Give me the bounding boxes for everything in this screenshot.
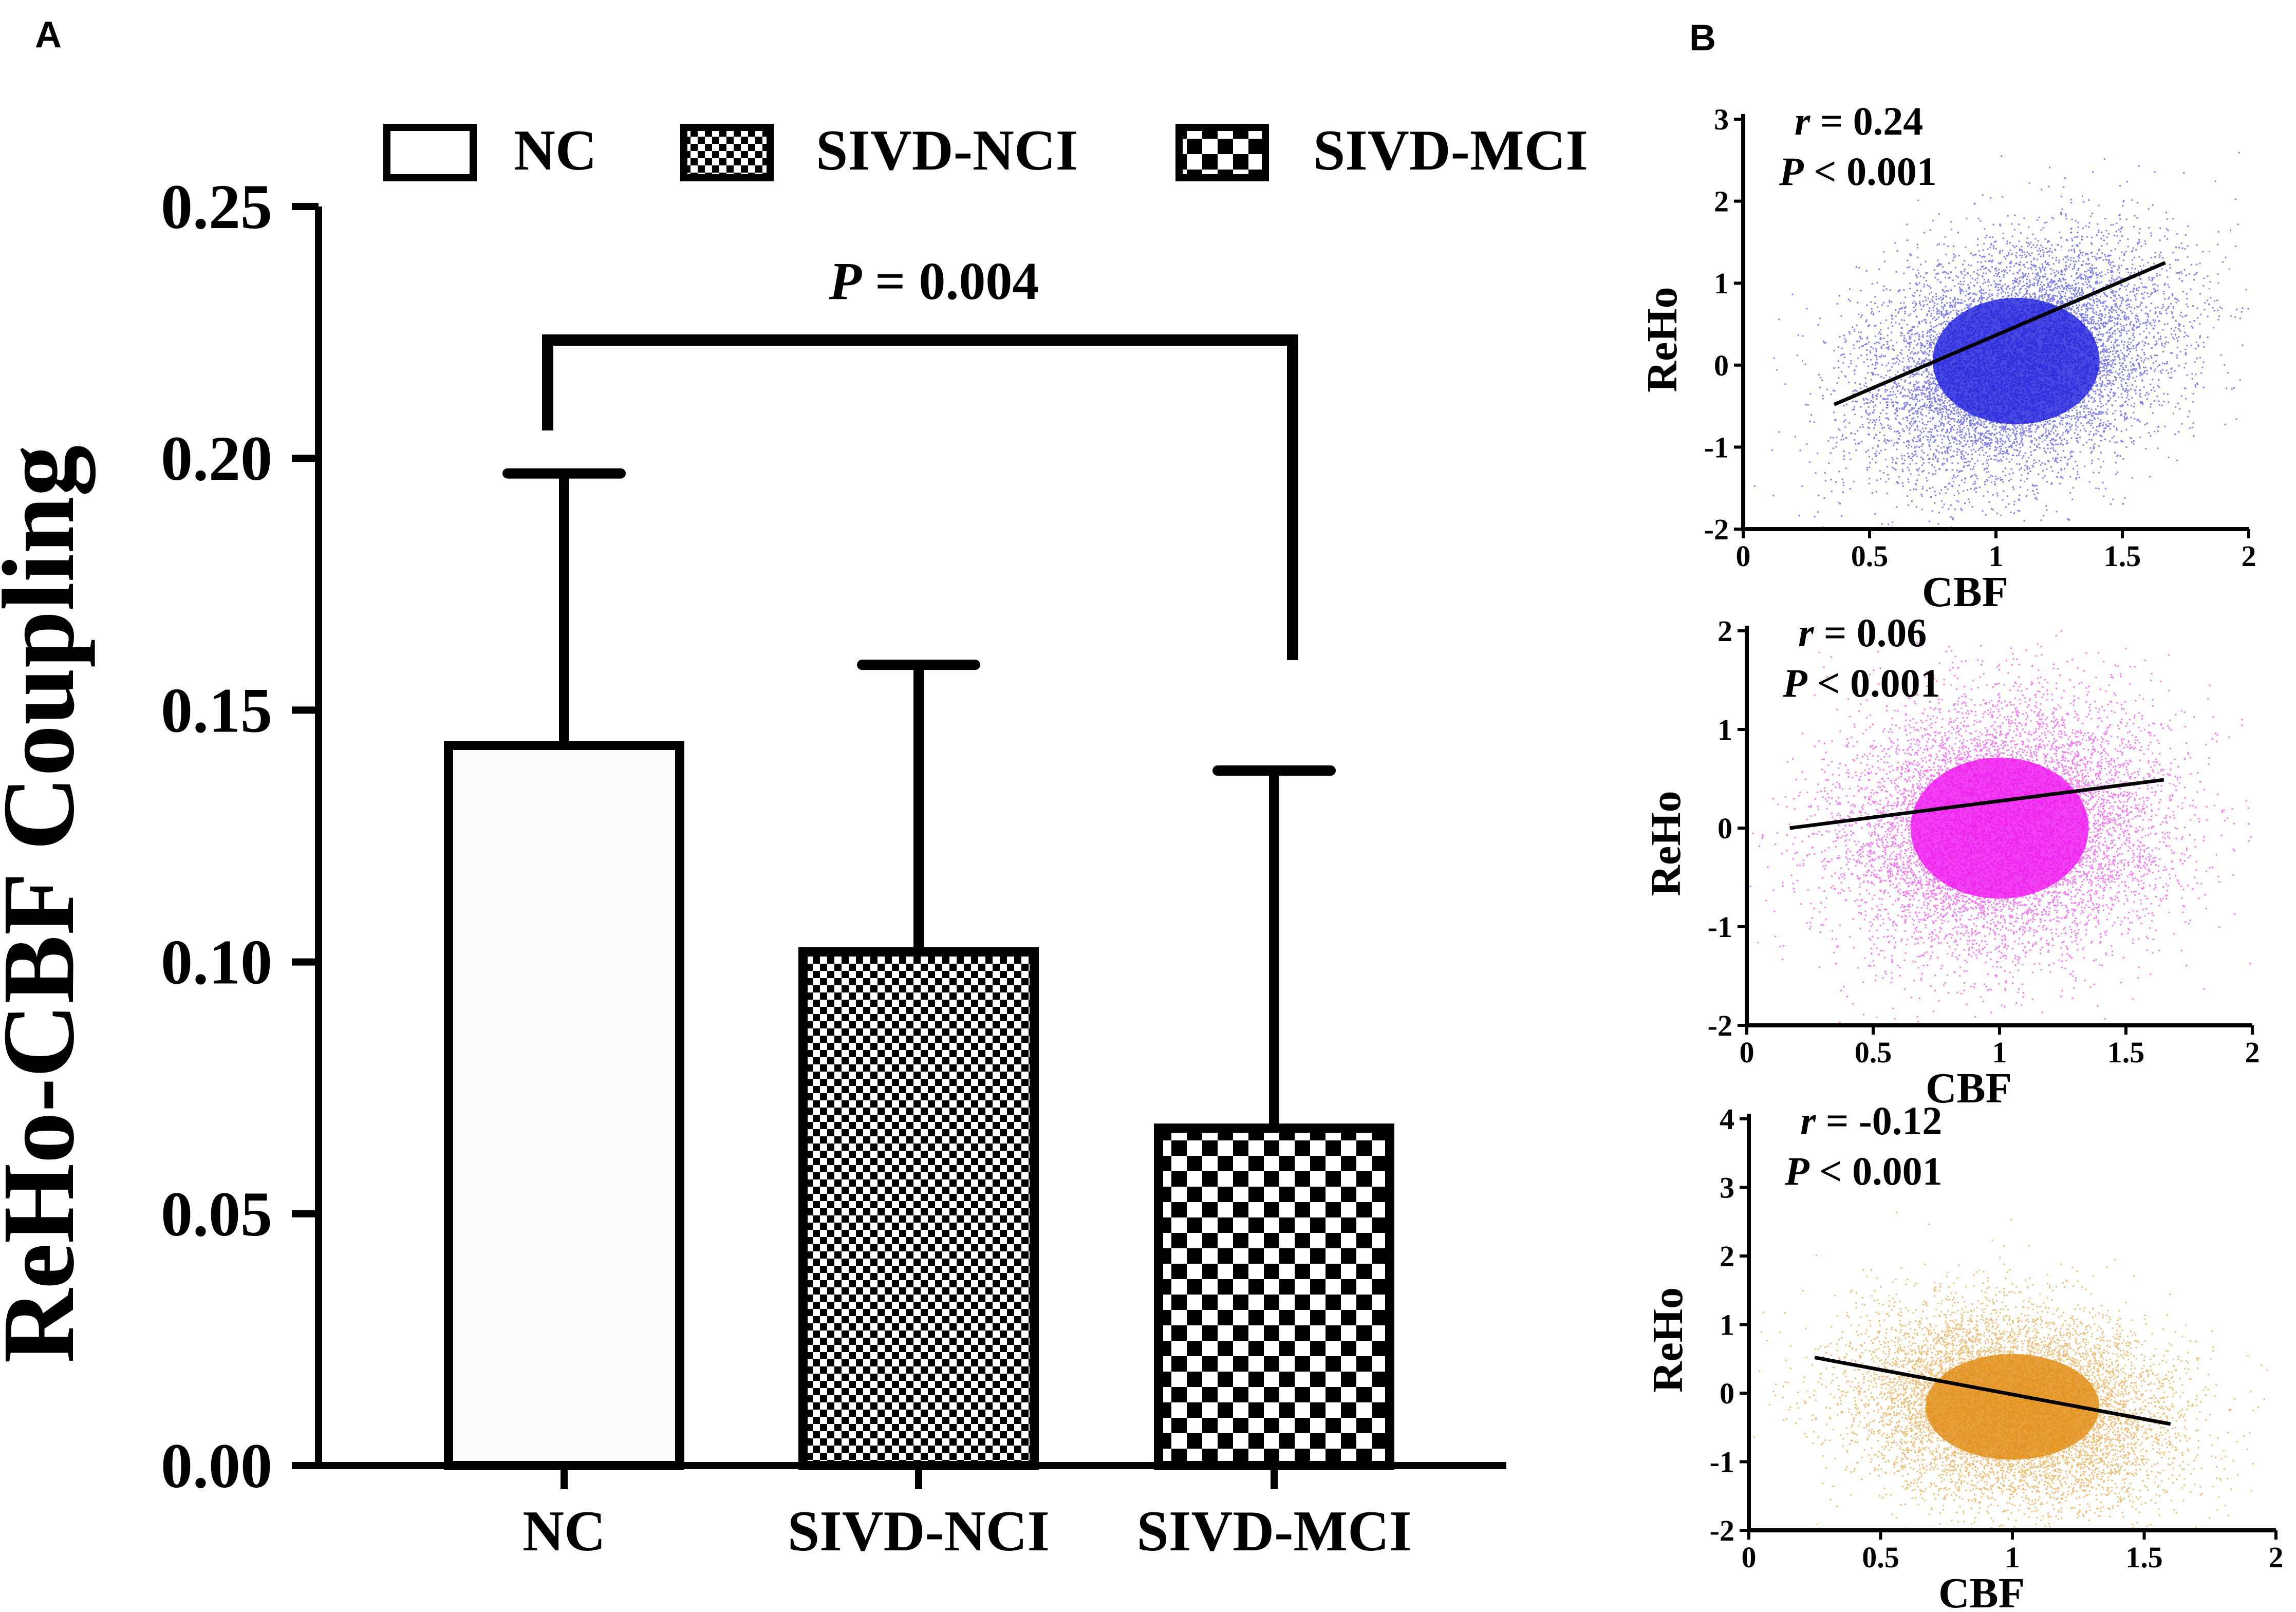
scatter-2-point-cloud <box>1749 630 2252 1026</box>
scatter-1-x-tick-label-0: 0 <box>1736 539 1751 573</box>
scatter-plot-3: CBF ReHo 0 0.5 1 1.5 2 -2 -1 0 1 2 3 4 r = -0.12 P < … <box>1644 1098 2284 1612</box>
scatter-2-y-tick-label-2: 0 <box>1718 812 1732 845</box>
panel-a-label: A <box>35 14 62 55</box>
scatter-3-r-value: r = -0.12 <box>1800 1098 1942 1143</box>
bar-x-tick-label-0: NC <box>522 1499 606 1563</box>
significance-p-value: P = 0.004 <box>829 252 1039 311</box>
scatter-1-y-axis-title: ReHo <box>1638 287 1686 392</box>
bar-0 <box>444 741 684 1470</box>
scatter-2-x-tick-label-4: 2 <box>2245 1036 2260 1069</box>
scatter-1-x-axis-title: CBF <box>1922 568 2008 616</box>
scatter-3-y-tick-label-2: 0 <box>1720 1377 1734 1410</box>
scatter-1-fit-line <box>1833 261 2167 406</box>
legend-swatch-sivd-nci <box>680 124 774 181</box>
scatter-1-y-tick-label-3: 1 <box>1714 267 1729 300</box>
legend-label-nc: NC <box>514 119 597 182</box>
bar-y-ticks: 0.00 0.05 0.10 0.15 0.20 0.25 <box>161 172 319 1501</box>
scatter-1-x-tick-label-3: 1.5 <box>2104 539 2141 573</box>
scatter-1-dense-core <box>1933 297 2100 424</box>
scatter-1-x-tick-label-2: 1 <box>1989 539 2004 573</box>
scatter-1-p-value: P < 0.001 <box>1779 149 1937 194</box>
scatter-2-y-tick-label-3: 1 <box>1718 713 1732 746</box>
scatter-1-x-tick-label-4: 2 <box>2242 539 2256 573</box>
scatter-3-y-tick-label-0: -2 <box>1710 1514 1734 1547</box>
scatter-3-y-tick-label-4: 2 <box>1720 1240 1734 1273</box>
scatter-1-x-tick-label-1: 0.5 <box>1851 539 1889 573</box>
scatter-plot-2: CBF ReHo 0 0.5 1 1.5 2 -2 -1 0 1 2 r = 0.06 P < 0.0… <box>1642 610 2260 1112</box>
scatter-3-y-tick-label-3: 1 <box>1720 1308 1734 1342</box>
bar-y-tick-label-2: 0.10 <box>161 927 272 998</box>
scatter-3-y-tick-label-1: -1 <box>1710 1446 1734 1479</box>
scatter-2-x-tick-label-3: 1.5 <box>2107 1036 2145 1069</box>
scatter-2-r-value: r = 0.06 <box>1798 610 1927 655</box>
scatter-3-x-tick-label-2: 1 <box>2005 1541 2020 1574</box>
scatter-3-p-value: P < 0.001 <box>1784 1149 1943 1193</box>
panel-b-label: B <box>1689 17 1716 59</box>
bar-1 <box>798 947 1039 1470</box>
scatter-2-y-tick-label-4: 2 <box>1718 614 1732 648</box>
scatter-3-x-tick-label-1: 0.5 <box>1862 1541 1899 1574</box>
bar-y-tick-label-4: 0.20 <box>161 423 272 494</box>
legend-swatch-nc <box>383 124 477 181</box>
scatter-plot-1: CBF ReHo 0 0.5 1 1.5 2 -2 -1 0 1 2 3 r = 0.24 P < 0.… <box>1638 99 2256 616</box>
scatter-1-y-tick-label-4: 2 <box>1714 185 1729 218</box>
bar-y-tick-label-3: 0.15 <box>161 675 272 745</box>
scatter-3-point-cloud <box>1753 1211 2268 1531</box>
legend-label-sivd-nci: SIVD-NCI <box>816 119 1078 182</box>
scatter-1-y-tick-label-5: 3 <box>1714 103 1729 136</box>
bar-y-axis-title: ReHo-CBF Coupling <box>0 445 96 1363</box>
bar-y-tick-label-0: 0.00 <box>161 1431 272 1501</box>
scatter-2-x-axis-title: CBF <box>1926 1064 2012 1112</box>
scatter-3-x-tick-label-0: 0 <box>1742 1541 1757 1574</box>
scatter-3-y-axis-title: ReHo <box>1644 1287 1692 1393</box>
significance-bracket-line <box>542 334 1298 660</box>
scatter-2-p-value: P < 0.001 <box>1782 661 1940 705</box>
scatter-2-x-tick-label-0: 0 <box>1740 1036 1754 1069</box>
scatter-2-fit-line <box>1789 778 2164 830</box>
scatter-1-y-tick-label-1: -1 <box>1704 430 1729 464</box>
scatter-1-r-value: r = 0.24 <box>1795 99 1923 143</box>
scatter-2-y-tick-label-0: -2 <box>1708 1009 1732 1042</box>
legend: NC SIVD-NCI SIVD-MCI <box>383 119 1588 182</box>
scatter-2-y-axis-title: ReHo <box>1642 791 1690 896</box>
scatter-2-dense-core <box>1910 757 2089 899</box>
scatter-2-x-tick-label-2: 1 <box>1992 1036 2007 1069</box>
scatter-1-y-tick-label-0: -2 <box>1704 513 1729 546</box>
scatter-1-y-tick-label-2: 0 <box>1714 349 1729 382</box>
significance-bracket: P = 0.004 <box>542 252 1298 660</box>
scatter-3-fit-line <box>1814 1356 2171 1426</box>
legend-label-sivd-mci: SIVD-MCI <box>1313 119 1588 182</box>
legend-swatch-sivd-mci <box>1175 124 1269 181</box>
bar-x-tick-label-1: SIVD-NCI <box>788 1499 1050 1563</box>
panel-b: B CBF ReHo 0 0.5 1 1.5 2 -2 -1 0 1 2 3 r = 0.24 P < … <box>1638 17 2284 1612</box>
bar-marks: NC SIVD-NCI SIVD-MCI <box>444 468 1412 1563</box>
bar-y-tick-label-1: 0.05 <box>161 1179 272 1249</box>
bar-x-tick-label-2: SIVD-MCI <box>1136 1499 1411 1563</box>
scatter-3-y-tick-label-6: 4 <box>1720 1102 1734 1136</box>
scatter-1-point-cloud <box>1753 152 2249 530</box>
scatter-2-x-tick-label-1: 0.5 <box>1855 1036 1892 1069</box>
scatter-3-y-tick-label-5: 3 <box>1720 1171 1734 1205</box>
bar-2 <box>1154 1123 1394 1471</box>
scatter-3-x-axis-title: CBF <box>1938 1569 2025 1612</box>
scatter-3-x-tick-label-4: 2 <box>2269 1541 2284 1574</box>
bar-y-tick-label-5: 0.25 <box>161 172 272 242</box>
panel-a: A NC SIVD-NCI SIVD-MCI ReHo-CBF Coupling… <box>0 14 1588 1563</box>
scatter-2-y-tick-label-1: -1 <box>1708 910 1732 944</box>
scatter-3-x-tick-label-3: 1.5 <box>2125 1541 2163 1574</box>
scatter-3-dense-core <box>1925 1354 2100 1460</box>
